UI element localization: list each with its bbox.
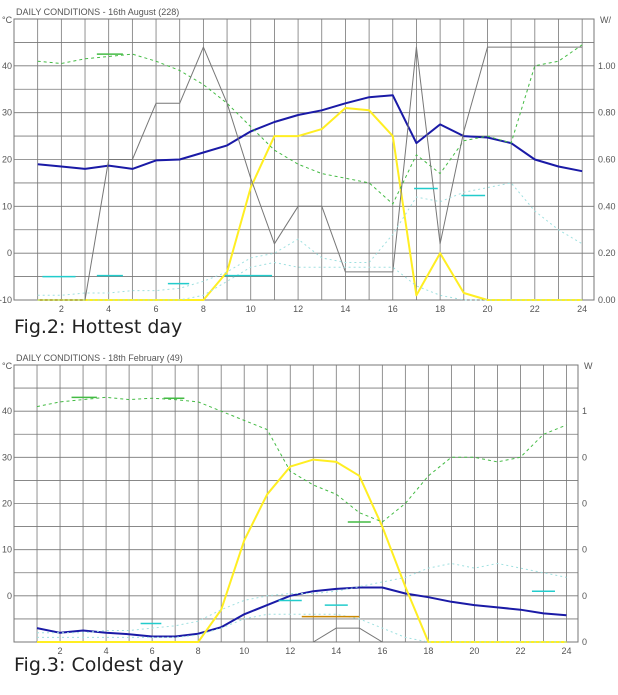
- right-axis-unit: W/: [600, 15, 611, 25]
- series-line-yellow: [37, 458, 567, 643]
- y-tick-label: 20: [2, 155, 12, 165]
- y2-tick-label: 0.00: [598, 295, 616, 305]
- right-axis-unit: W: [584, 361, 593, 371]
- x-tick-label: 6: [154, 304, 159, 314]
- x-tick-label: 16: [388, 304, 398, 314]
- y-tick-label: 10: [2, 545, 12, 555]
- y-tick-label: 20: [2, 499, 12, 509]
- y2-tick-label: 0.60: [598, 155, 616, 165]
- y-tick-label: 0: [7, 248, 12, 258]
- series-line-gray: [313, 627, 383, 643]
- chart-title: DAILY CONDITIONS - 16th August (228): [16, 7, 179, 17]
- x-tick-label: 20: [469, 646, 479, 656]
- x-tick-label: 12: [285, 646, 295, 656]
- y-tick-label: 30: [2, 108, 12, 118]
- x-tick-label: 4: [104, 646, 109, 656]
- y2-tick-label: 0: [582, 637, 587, 647]
- y2-tick-label: 1: [582, 406, 587, 416]
- y2-tick-label: 1.00: [598, 61, 616, 71]
- y2-tick-label: 0: [582, 545, 587, 555]
- y-tick-label: 40: [2, 61, 12, 71]
- x-tick-label: 22: [515, 646, 525, 656]
- y-tick-label: 10: [2, 201, 12, 211]
- caption-coldest-day: Fig.3: Coldest day: [14, 654, 184, 676]
- x-tick-label: 18: [423, 646, 433, 656]
- series-line-lightcyan: [37, 262, 583, 301]
- left-axis-unit: °C: [2, 361, 13, 371]
- caption-hottest-day: Fig.2: Hottest day: [14, 316, 183, 338]
- series-line-green: [36, 396, 567, 523]
- x-tick-label: 2: [59, 304, 64, 314]
- x-tick-label: 18: [435, 304, 445, 314]
- x-tick-label: 14: [331, 646, 341, 656]
- x-tick-label: 4: [106, 304, 111, 314]
- x-tick-label: 16: [377, 646, 387, 656]
- series-line-lightcyan: [37, 182, 583, 296]
- series-line-blue: [37, 94, 583, 173]
- x-tick-label: 22: [530, 304, 540, 314]
- y-tick-label: 30: [2, 452, 12, 462]
- y2-tick-label: 0: [582, 452, 587, 462]
- left-axis-unit: °C: [2, 15, 13, 25]
- x-tick-label: 20: [482, 304, 492, 314]
- y2-tick-label: 0: [582, 591, 587, 601]
- series-line-lightcyan: [37, 563, 567, 634]
- series-line-green: [37, 44, 583, 205]
- x-tick-label: 8: [196, 646, 201, 656]
- chart-coldest-day: DAILY CONDITIONS - 18th February (49)°C W…: [2, 353, 593, 656]
- x-tick-label: 24: [561, 646, 571, 656]
- chart-title: DAILY CONDITIONS - 18th February (49): [16, 353, 183, 363]
- x-tick-label: 14: [340, 304, 350, 314]
- x-tick-label: 10: [246, 304, 256, 314]
- x-tick-label: 12: [293, 304, 303, 314]
- y-tick-label: 40: [2, 406, 12, 416]
- y-tick-label: -10: [0, 295, 12, 305]
- x-tick-label: 6: [150, 646, 155, 656]
- y2-tick-label: 0: [582, 499, 587, 509]
- y-tick-label: 0: [7, 591, 12, 601]
- x-tick-label: 10: [239, 646, 249, 656]
- chart-hottest-day: DAILY CONDITIONS - 16th August (228)°C W/…: [0, 7, 616, 314]
- x-tick-label: 8: [201, 304, 206, 314]
- x-tick-label: 2: [58, 646, 63, 656]
- y2-tick-label: 0.80: [598, 108, 616, 118]
- y2-tick-label: 0.40: [598, 201, 616, 211]
- y2-tick-label: 0.20: [598, 248, 616, 258]
- series-line-gray: [37, 46, 583, 301]
- x-tick-label: 24: [577, 304, 587, 314]
